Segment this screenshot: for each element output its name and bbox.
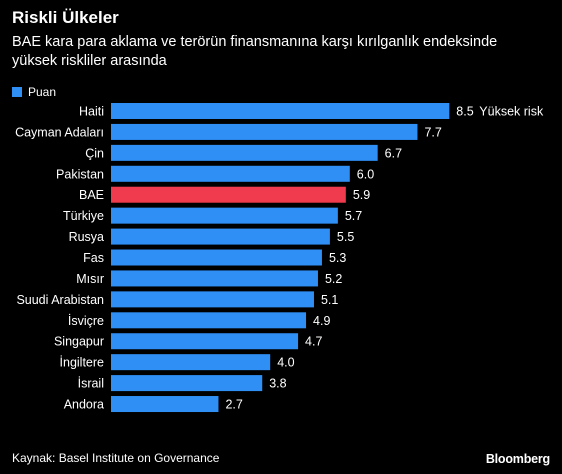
- legend-label: Puan: [28, 85, 57, 99]
- value-label-14: 3.8: [269, 377, 286, 391]
- annotation-label: Yüksek risk: [479, 105, 544, 119]
- category-label-10: Suudi Arabistan: [16, 293, 104, 307]
- bar-9: [111, 270, 318, 287]
- bar-1: [111, 103, 450, 119]
- bar-10: [111, 291, 314, 308]
- value-label-5: 5.9: [353, 188, 370, 202]
- value-label-12: 4.7: [305, 335, 322, 349]
- bar-14: [111, 375, 263, 392]
- source-note: Kaynak: Basel Institute on Governance: [12, 451, 220, 465]
- value-label-6: 5.7: [345, 209, 362, 223]
- legend-swatch: [12, 87, 22, 97]
- bar-11: [111, 312, 307, 329]
- category-label-8: Fas: [83, 251, 104, 265]
- category-label-13: İngiltere: [60, 356, 105, 370]
- category-label-14: İsrail: [78, 377, 104, 391]
- bar-5: [111, 186, 346, 203]
- category-label-11: İsviçre: [68, 314, 104, 328]
- bar-3: [111, 144, 378, 161]
- value-label-13: 4.0: [277, 356, 294, 370]
- legend: Puan: [12, 85, 56, 99]
- category-label-15: Andora: [64, 398, 104, 412]
- category-label-1: Haiti: [79, 105, 104, 119]
- bar-13: [111, 354, 271, 371]
- bar-4: [111, 165, 350, 182]
- category-label-9: Mısır: [76, 272, 104, 286]
- category-label-5: BAE: [79, 188, 104, 202]
- value-label-7: 5.5: [337, 230, 354, 244]
- chart-subtitle: BAE kara para aklama ve terörün finansma…: [12, 34, 498, 69]
- value-label-3: 6.7: [385, 146, 402, 160]
- category-label-6: Türkiye: [63, 209, 104, 223]
- category-label-3: Çin: [85, 146, 104, 160]
- value-label-2: 7.7: [424, 125, 441, 139]
- value-label-15: 2.7: [225, 398, 242, 412]
- bloomberg-logo: Bloomberg: [485, 452, 550, 466]
- value-label-1: 8.5: [456, 105, 473, 119]
- bar-6: [111, 207, 338, 224]
- value-label-8: 5.3: [329, 251, 346, 265]
- category-label-12: Singapur: [54, 335, 104, 349]
- category-label-2: Cayman Adaları: [15, 125, 104, 139]
- value-label-10: 5.1: [321, 293, 338, 307]
- chart-title: Riskli Ülkeler: [12, 8, 119, 27]
- category-label-7: Rusya: [69, 230, 104, 244]
- bar-12: [111, 333, 299, 350]
- value-label-9: 5.2: [325, 272, 342, 286]
- bar-15: [111, 396, 219, 413]
- category-label-4: Pakistan: [56, 167, 104, 181]
- value-label-4: 6.0: [357, 167, 374, 181]
- bar-2: [111, 123, 418, 140]
- bar-8: [111, 249, 322, 266]
- value-label-11: 4.9: [313, 314, 330, 328]
- bar-7: [111, 228, 330, 245]
